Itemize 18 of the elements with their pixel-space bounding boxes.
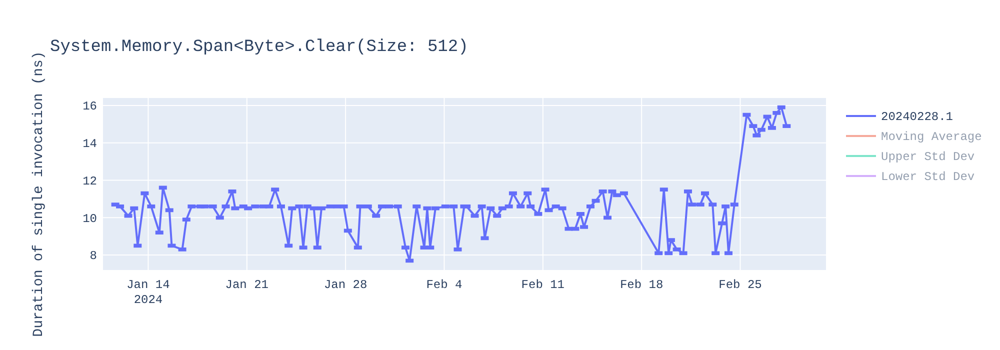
x-tick-label: Feb 11 bbox=[521, 278, 565, 292]
x-tick-label: Jan 28 bbox=[324, 278, 368, 292]
y-tick-label: 8 bbox=[90, 249, 97, 264]
y-tick-label: 14 bbox=[82, 137, 97, 152]
y-tick-label: 10 bbox=[82, 212, 97, 226]
y-tick-label: 12 bbox=[82, 174, 97, 188]
x-tick-label: Feb 25 bbox=[718, 278, 762, 292]
x-tick-label: Jan 21 bbox=[225, 278, 269, 292]
y-axis-title: Duration of single invocation (ns) bbox=[31, 51, 47, 337]
legend-label: Lower Std Dev bbox=[881, 170, 975, 184]
x-tick-label: Jan 14 2024 bbox=[126, 278, 170, 307]
legend-label: Moving Average bbox=[881, 130, 982, 144]
chart-title: System.Memory.Span<Byte>.Clear(Size: 512) bbox=[50, 38, 468, 57]
legend-label: 20240228.1 bbox=[881, 110, 954, 124]
x-tick-label: Feb 4 bbox=[426, 278, 462, 292]
legend-label: Upper Std Dev bbox=[881, 150, 975, 164]
y-tick-label: 16 bbox=[82, 100, 97, 114]
x-tick-label: Feb 18 bbox=[620, 278, 664, 292]
